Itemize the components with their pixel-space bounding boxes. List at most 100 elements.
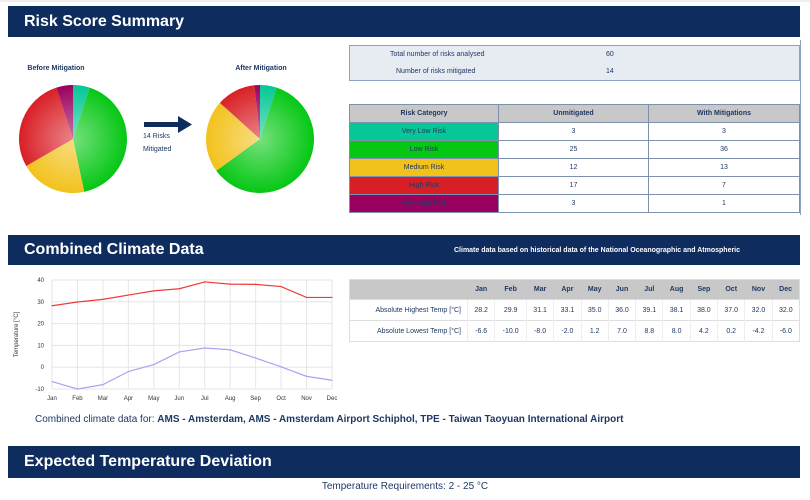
risk-category: Medium Risk (349, 158, 499, 177)
temp-cell: 39.1 (635, 299, 663, 321)
temp-cell: 32.0 (771, 299, 800, 321)
arrow-text-2: Mitigated (143, 146, 172, 153)
climate-table: Jan Feb Mar Apr May Jun Jul Aug Sep Oct Nov Dec Abs… (349, 279, 800, 342)
climate-caption: Combined climate data for: AMS - Amsterd… (35, 414, 623, 425)
data-point (229, 349, 231, 351)
x-tick-label: Oct (276, 396, 286, 402)
x-tick-label: Dec (327, 396, 338, 402)
data-point (51, 305, 53, 307)
y-tick-label: 20 (37, 322, 44, 328)
temp-cell: 31.1 (525, 299, 554, 321)
col-unmitigated: Unmitigated (498, 104, 649, 123)
data-point (76, 388, 79, 390)
series-line-low (51, 347, 333, 390)
blank-header (349, 279, 468, 300)
month-header: Jul (635, 279, 663, 300)
month-header: Apr (553, 279, 582, 300)
temp-cell: 37.0 (717, 299, 745, 321)
data-point (127, 370, 129, 373)
total-risks-value: 60 (606, 51, 614, 58)
temp-cell: -10.0 (494, 320, 527, 342)
mitigated-count: 7 (648, 176, 800, 195)
pie-highlight (206, 85, 314, 193)
temp-cell: 7.0 (607, 320, 636, 342)
col-risk-category: Risk Category (349, 104, 499, 123)
month-header: Sep (690, 279, 718, 300)
data-point (102, 384, 104, 386)
risk-summary-box: Total number of risks analysed 60 Number… (349, 45, 800, 81)
data-point (153, 363, 155, 366)
x-tick-label: Jul (201, 396, 209, 402)
risk-category-table: Risk Category Unmitigated With Mitigatio… (349, 104, 800, 213)
mitigated-count: 1 (648, 194, 800, 213)
unmitigated-count: 12 (498, 158, 649, 177)
unmitigated-count: 25 (498, 140, 649, 159)
data-point (255, 357, 257, 359)
climate-subtitle: Climate data based on historical data of… (454, 246, 741, 254)
month-header: Dec (772, 279, 800, 300)
temp-cell: 0.2 (717, 320, 745, 342)
data-point (153, 290, 155, 292)
x-tick-label: Apr (124, 396, 133, 402)
data-point (280, 285, 282, 288)
risk-row: Low Risk 25 36 (349, 140, 800, 159)
month-header: Jun (608, 279, 636, 300)
risk-row: Very High Risk 3 1 (349, 194, 800, 213)
after-mitigation-label: After Mitigation (235, 65, 287, 72)
arrow-caption: 14 Risks Mitigated (143, 130, 171, 156)
section-title: Risk Score Summary (24, 12, 185, 30)
x-tick-label: Feb (72, 396, 83, 402)
caption-airports: AMS - Amsterdam, AMS - Amsterdam Airport… (157, 414, 624, 425)
section-title: Combined Climate Data (24, 241, 204, 258)
month-header: Feb (494, 279, 527, 300)
data-point (204, 281, 206, 283)
y-tick-label: 10 (37, 343, 44, 349)
risk-row: Very Low Risk 3 3 (349, 122, 800, 141)
temp-cell: 38.1 (662, 299, 691, 321)
caption-prefix: Combined climate data for: (35, 414, 158, 425)
data-point (255, 283, 257, 285)
month-header: May (581, 279, 609, 300)
x-tick-label: Jun (174, 396, 184, 402)
data-point (305, 375, 308, 377)
risk-row: High Risk 17 7 (349, 176, 800, 195)
temp-cell: 28.2 (466, 299, 495, 321)
temp-cell: 1.2 (580, 320, 609, 342)
x-tick-label: Sep (250, 396, 261, 402)
temp-cell: -6.6 (466, 320, 495, 342)
col-with-mitigations: With Mitigations (648, 104, 800, 123)
mitigated-count: 13 (648, 158, 800, 177)
data-point (204, 347, 206, 349)
temp-cell: 32.0 (744, 299, 773, 321)
climate-header: Combined Climate Data Climate data based… (8, 235, 800, 265)
y-tick-label: 30 (37, 300, 44, 306)
temp-cell: 38.0 (689, 299, 718, 321)
mitigated-risks-value: 14 (606, 68, 614, 75)
mitigated-count: 3 (648, 122, 800, 141)
risk-row: Medium Risk 12 13 (349, 158, 800, 177)
data-point (178, 351, 180, 353)
data-point (305, 296, 308, 299)
right-border (800, 40, 801, 215)
temp-cell: 35.0 (580, 299, 609, 321)
temp-cell: 4.2 (689, 320, 718, 342)
risk-category: Very Low Risk (349, 122, 499, 141)
unmitigated-count: 17 (498, 176, 649, 195)
temp-cell: 8.0 (662, 320, 691, 342)
y-axis-label: Temperature [°C] (14, 311, 20, 357)
top-edge-line (0, 0, 810, 2)
arrow-right-icon (144, 116, 192, 133)
pie-after-mitigation (206, 85, 314, 194)
risk-pie-charts (19, 85, 314, 194)
risk-category: Very High Risk (349, 194, 499, 213)
data-point (331, 296, 333, 299)
month-header: Mar (526, 279, 554, 300)
month-header: Oct (717, 279, 745, 300)
y-tick-label: -10 (35, 387, 44, 393)
month-header: Nov (744, 279, 773, 300)
mitigated-count: 36 (648, 140, 800, 159)
x-tick-label: Nov (301, 396, 312, 402)
temp-cell: 33.1 (553, 299, 582, 321)
x-tick-label: May (148, 396, 159, 402)
